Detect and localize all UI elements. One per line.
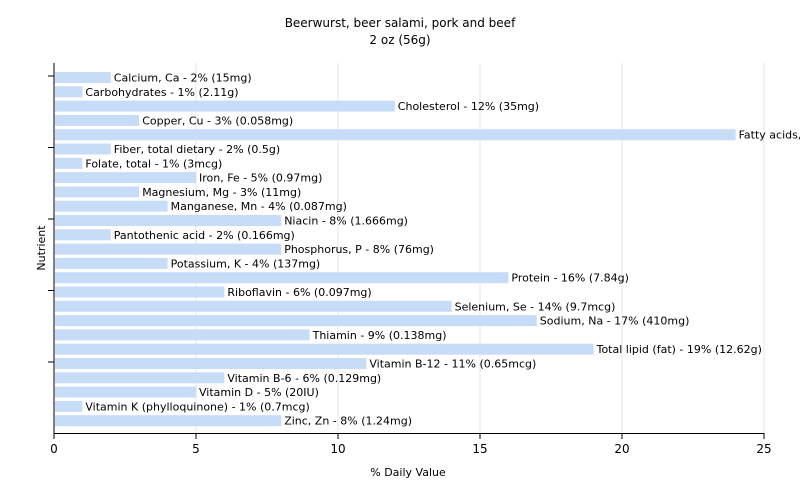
bar-8 [55, 186, 140, 198]
bar-16 [55, 300, 452, 312]
x-tick-label-5: 25 [756, 442, 771, 456]
bar-22 [55, 386, 196, 398]
bar-label-19: Total lipid (fat) - 19% (12.62g) [596, 343, 762, 356]
bar-2 [55, 100, 395, 112]
chart-title: Beerwurst, beer salami, pork and beef [285, 16, 516, 30]
bar-label-9: Manganese, Mn - 4% (0.087mg) [171, 200, 347, 213]
bar-label-11: Pantothenic acid - 2% (0.166mg) [114, 229, 295, 242]
bar-15 [55, 286, 225, 298]
bar-label-12: Phosphorus, P - 8% (76mg) [284, 243, 434, 256]
bar-17 [55, 315, 537, 327]
bar-label-0: Calcium, Ca - 2% (15mg) [114, 72, 252, 85]
bar-label-2: Cholesterol - 12% (35mg) [398, 100, 539, 113]
x-tick-label-2: 10 [330, 442, 345, 456]
chart-subtitle: 2 oz (56g) [369, 33, 430, 47]
bar-label-13: Potassium, K - 4% (137mg) [171, 257, 321, 270]
bar-label-17: Sodium, Na - 17% (410mg) [540, 315, 690, 328]
bar-21 [55, 372, 225, 384]
bar-label-24: Zinc, Zn - 8% (1.24mg) [284, 415, 412, 428]
bar-18 [55, 329, 310, 341]
bar-19 [55, 343, 594, 355]
bar-11 [55, 229, 111, 241]
bar-label-4: Fatty acids, total saturated - 24% (4.72… [739, 129, 800, 142]
bar-24 [55, 415, 282, 427]
bar-13 [55, 257, 168, 269]
bar-20 [55, 358, 367, 369]
x-tick-label-4: 20 [614, 442, 629, 456]
bar-label-1: Carbohydrates - 1% (2.11g) [85, 86, 238, 99]
x-axis-title: % Daily Value [370, 466, 446, 479]
bar-6 [55, 157, 83, 169]
bar-1 [55, 86, 83, 98]
bar-4 [55, 129, 736, 141]
bar-7 [55, 172, 196, 184]
bar-label-21: Vitamin B-6 - 6% (0.129mg) [227, 372, 381, 385]
x-tick-label-0: 0 [50, 442, 58, 456]
bar-10 [55, 215, 282, 226]
bar-label-15: Riboflavin - 6% (0.097mg) [227, 286, 371, 299]
bar-label-6: Folate, total - 1% (3mcg) [85, 157, 222, 170]
bar-23 [55, 400, 83, 412]
bar-0 [55, 72, 111, 83]
y-axis-title: Nutrient [35, 225, 48, 271]
bar-label-20: Vitamin B-12 - 11% (0.65mcg) [369, 358, 536, 371]
bar-label-14: Protein - 16% (7.84g) [511, 272, 629, 285]
bar-label-23: Vitamin K (phylloquinone) - 1% (0.7mcg) [85, 400, 309, 413]
bar-label-3: Copper, Cu - 3% (0.058mg) [142, 114, 293, 127]
bars: Calcium, Ca - 2% (15mg)Carbohydrates - 1… [55, 72, 800, 428]
bar-3 [55, 114, 140, 126]
bar-label-18: Thiamin - 9% (0.138mg) [312, 329, 447, 342]
bar-9 [55, 200, 168, 212]
axes: 0 5 10 15 20 25 [48, 63, 772, 456]
bar-label-5: Fiber, total dietary - 2% (0.5g) [114, 143, 280, 156]
bar-14 [55, 272, 509, 284]
x-tick-label-1: 5 [192, 442, 200, 456]
bar-label-7: Iron, Fe - 5% (0.97mg) [199, 172, 322, 185]
bar-label-22: Vitamin D - 5% (20IU) [199, 386, 319, 399]
bar-5 [55, 143, 111, 155]
bar-12 [55, 243, 282, 255]
bar-label-8: Magnesium, Mg - 3% (11mg) [142, 186, 301, 199]
vertical-gridlines [195, 63, 765, 433]
bar-label-16: Selenium, Se - 14% (9.7mcg) [455, 300, 616, 313]
x-tick-label-3: 15 [472, 442, 487, 456]
bar-label-10: Niacin - 8% (1.666mg) [284, 215, 408, 228]
